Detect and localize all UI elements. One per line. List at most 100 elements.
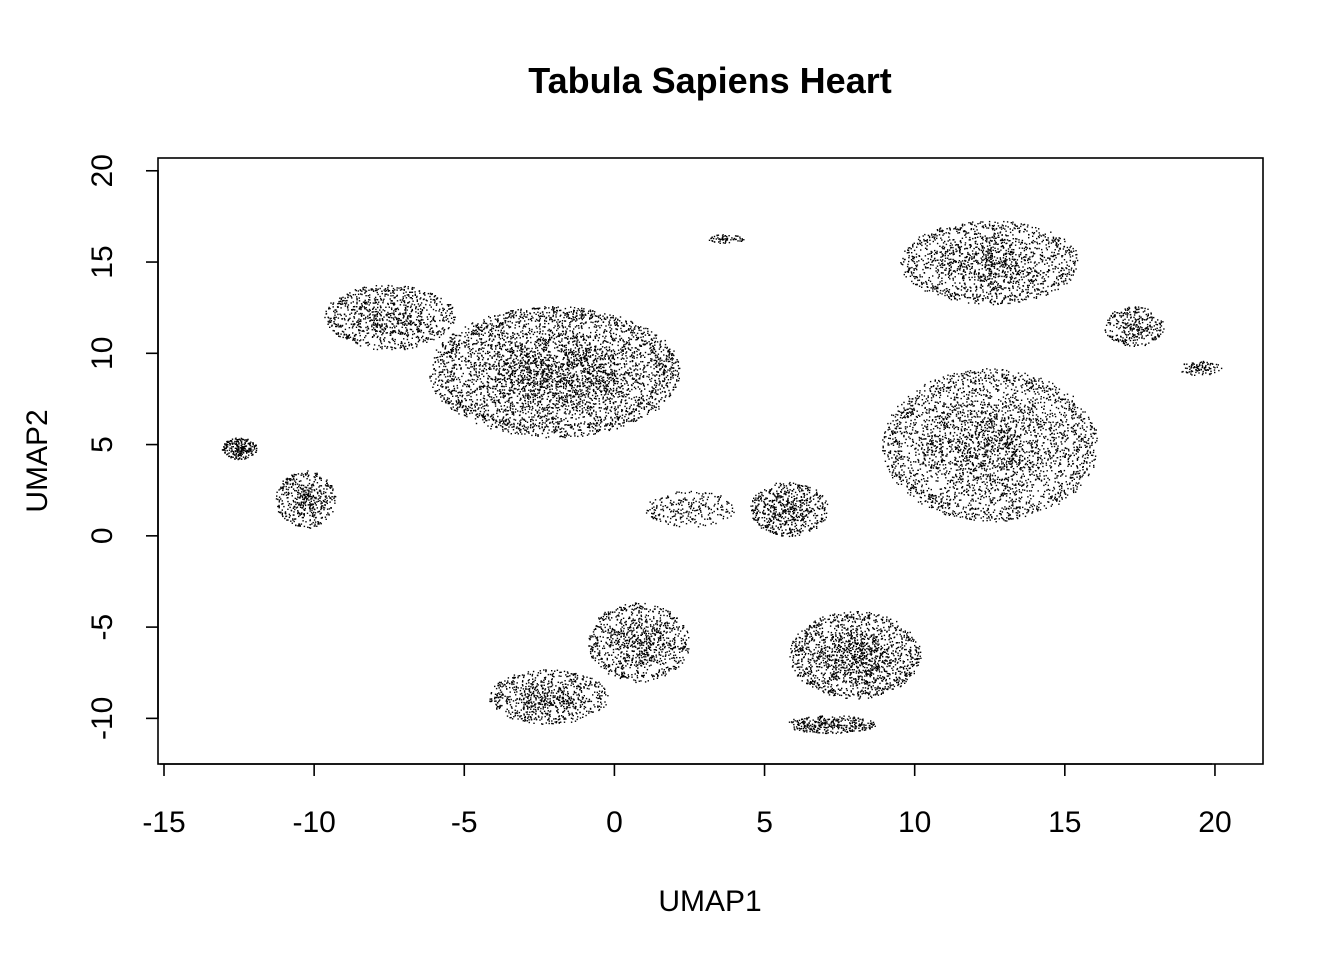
- scatter-point: [484, 352, 487, 355]
- scatter-point: [461, 391, 463, 393]
- scatter-point: [659, 346, 661, 349]
- scatter-point: [585, 409, 587, 411]
- scatter-point: [348, 318, 350, 320]
- scatter-point: [520, 419, 522, 421]
- scatter-point: [659, 369, 661, 371]
- scatter-point: [591, 394, 594, 397]
- scatter-point: [470, 395, 472, 398]
- scatter-point: [643, 408, 646, 410]
- scatter-point: [679, 367, 681, 370]
- scatter-point: [667, 358, 669, 361]
- scatter-point: [645, 406, 648, 408]
- scatter-point: [644, 334, 647, 336]
- scatter-point: [554, 360, 556, 363]
- scatter-point: [527, 396, 529, 398]
- scatter-point: [650, 408, 652, 411]
- scatter-point: [479, 388, 481, 390]
- scatter-point: [410, 320, 413, 322]
- scatter-point: [584, 403, 586, 406]
- scatter-point: [594, 321, 596, 323]
- scatter-point: [546, 415, 548, 417]
- scatter-point: [596, 329, 598, 331]
- scatter-point: [471, 392, 473, 394]
- scatter-point: [498, 370, 500, 373]
- scatter-point: [498, 424, 500, 426]
- scatter-point: [357, 323, 360, 326]
- scatter-point: [506, 369, 509, 371]
- scatter-point: [568, 364, 570, 366]
- scatter-point: [523, 418, 525, 421]
- scatter-point: [530, 402, 532, 404]
- scatter-point: [359, 312, 362, 315]
- scatter-point: [488, 393, 491, 395]
- scatter-point: [415, 319, 418, 321]
- scatter-point: [549, 413, 551, 415]
- scatter-point: [519, 365, 522, 368]
- scatter-point: [539, 383, 541, 385]
- scatter-point: [619, 316, 622, 318]
- scatter-point: [580, 316, 582, 318]
- scatter-point: [391, 312, 393, 314]
- scatter-point: [659, 381, 661, 383]
- scatter-point: [576, 363, 578, 365]
- scatter-point: [556, 362, 558, 364]
- scatter-point: [589, 356, 592, 358]
- scatter-point: [454, 363, 456, 365]
- scatter-point: [605, 393, 607, 395]
- scatter-point: [472, 391, 474, 393]
- scatter-point: [562, 386, 565, 388]
- scatter-point: [589, 336, 592, 338]
- scatter-point: [455, 364, 457, 366]
- scatter-point: [475, 324, 477, 327]
- scatter-point: [440, 396, 442, 398]
- scatter-point: [387, 287, 389, 289]
- scatter-point: [529, 369, 532, 371]
- scatter-point: [541, 383, 544, 385]
- scatter-point: [625, 399, 627, 401]
- scatter-point: [620, 322, 623, 324]
- scatter-point: [415, 346, 418, 348]
- scatter-point: [472, 343, 474, 346]
- scatter-point: [576, 336, 578, 338]
- scatter-point: [333, 322, 335, 325]
- scatter-point: [360, 315, 363, 317]
- scatter-point: [653, 352, 656, 355]
- scatter-point: [572, 330, 574, 332]
- scatter-point: [550, 375, 552, 377]
- scatter-point: [386, 347, 388, 349]
- scatter-point: [662, 373, 665, 375]
- scatter-point: [573, 349, 575, 352]
- scatter-point: [513, 314, 515, 316]
- scatter-point: [478, 407, 480, 409]
- scatter-point: [607, 355, 609, 357]
- scatter-point: [612, 317, 614, 319]
- scatter-point: [647, 332, 649, 334]
- scatter-point: [598, 365, 600, 368]
- scatter-point: [575, 320, 577, 322]
- scatter-point: [543, 390, 546, 392]
- scatter-point: [564, 434, 566, 436]
- scatter-point: [383, 327, 386, 329]
- scatter-point: [371, 311, 373, 313]
- scatter-point: [465, 412, 467, 414]
- scatter-point: [423, 322, 425, 324]
- scatter-point: [574, 390, 576, 392]
- scatter-point: [513, 392, 515, 394]
- scatter-point: [582, 383, 584, 385]
- scatter-point: [583, 314, 585, 316]
- scatter-point: [557, 327, 559, 330]
- scatter-point: [365, 342, 367, 344]
- scatter-point: [516, 341, 518, 343]
- scatter-point: [480, 333, 483, 335]
- scatter-point: [608, 321, 610, 323]
- scatter-point: [588, 371, 590, 373]
- scatter-point: [654, 359, 657, 362]
- scatter-point: [356, 299, 358, 301]
- scatter-point: [445, 312, 447, 314]
- scatter-point: [513, 350, 515, 352]
- scatter-point: [574, 423, 576, 425]
- scatter-point: [574, 347, 577, 349]
- scatter-point: [502, 344, 504, 346]
- scatter-point: [580, 362, 583, 364]
- scatter-point: [529, 427, 532, 429]
